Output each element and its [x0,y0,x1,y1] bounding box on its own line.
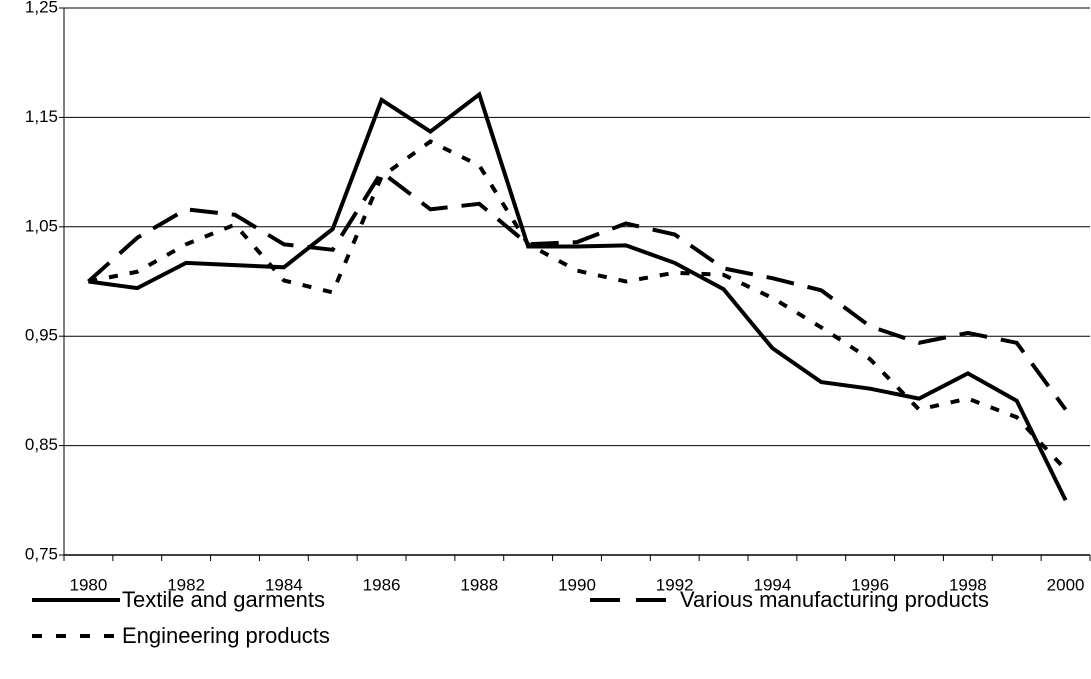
x-tick-label: 2000 [1047,575,1085,594]
x-tick-label: 1986 [363,575,401,594]
y-tick-label: 0,75 [25,544,58,563]
x-tick-label: 1998 [949,575,987,594]
x-tick-label: 1984 [265,575,303,594]
y-tick-label: 1,25 [25,0,58,16]
x-tick-label: 1990 [558,575,596,594]
y-tick-label: 0,95 [25,326,58,345]
series-line [88,139,1068,472]
legend-label: Textile and garments [122,587,325,612]
y-tick-label: 1,05 [25,216,58,235]
legend-label: Various manufacturing products [680,587,989,612]
series-line [87,169,1068,411]
y-tick-label: 0,85 [25,435,58,454]
x-tick-label: 1992 [656,575,694,594]
x-tick-label: 1996 [851,575,889,594]
series-line [88,91,1068,502]
legend-label: Engineering products [122,623,330,648]
x-tick-label: 1982 [167,575,205,594]
y-tick-label: 1,15 [25,107,58,126]
legend: Textile and garments Various manufacturin… [32,587,989,648]
x-tick-label: 1994 [754,575,792,594]
x-tick-label: 1988 [460,575,498,594]
x-tick-label: 1980 [70,575,108,594]
